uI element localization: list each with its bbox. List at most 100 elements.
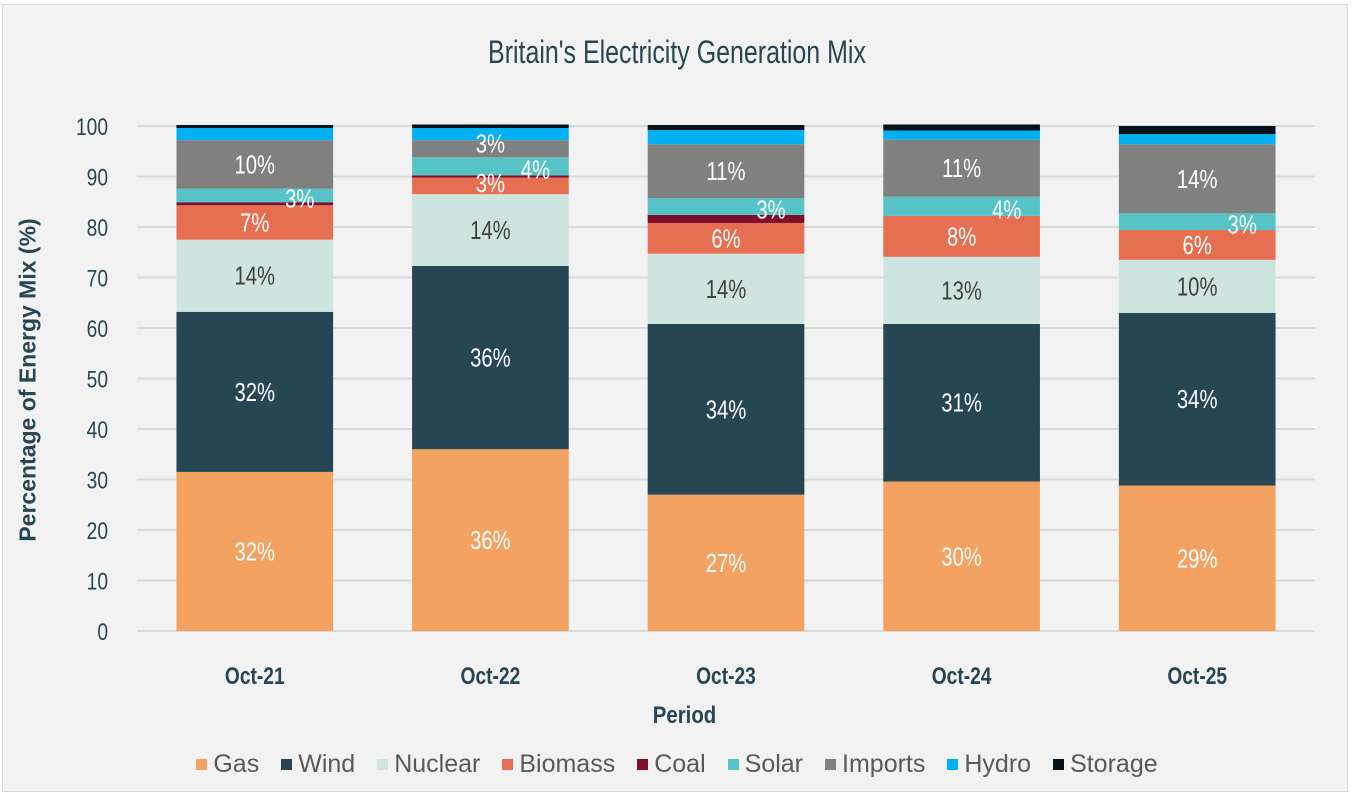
bar-segment-biomass [176, 205, 334, 240]
bar-segment-solar [647, 198, 805, 215]
legend-item-gas: Gas [196, 750, 259, 779]
data-label: 13% [941, 276, 982, 305]
data-label: 27% [706, 548, 747, 577]
bar-segment-wind [883, 323, 1040, 482]
bar-segment-biomass [883, 215, 1040, 257]
bar-segment-coal [176, 202, 334, 206]
data-label: 6% [711, 224, 740, 253]
y-tick-label: 60 [87, 315, 108, 343]
bar-segment-storage [412, 124, 569, 129]
legend-item-imports: Imports [825, 750, 925, 779]
chart-title: Britain's Electricity Generation Mix [488, 34, 866, 70]
bar-segment-gas [176, 471, 334, 631]
bar-segment-biomass [647, 222, 805, 254]
bar-segment-imports [176, 140, 334, 189]
y-tick-label: 90 [87, 163, 108, 191]
bar-segment-hydro [647, 130, 805, 145]
bar-segment-imports [647, 144, 805, 199]
data-label: 14% [706, 274, 747, 303]
bar-segment-imports [883, 139, 1040, 197]
legend-label: Biomass [519, 750, 616, 778]
legend-label: Nuclear [394, 750, 481, 778]
bar-segment-nuclear [883, 256, 1040, 324]
data-label: 3% [476, 129, 505, 158]
x-tick-label: Oct-22 [461, 662, 521, 690]
bar-segment-hydro [1118, 134, 1276, 145]
data-label: 3% [756, 195, 785, 224]
y-tick-label: 40 [87, 416, 108, 444]
bar-segment-biomass [1118, 230, 1276, 260]
data-label: 3% [1228, 210, 1257, 239]
x-axis-ticks: Oct-21 Oct-22 Oct-23 Oct-24 Oct-25 [225, 662, 1227, 690]
data-label: 34% [706, 395, 747, 424]
bar-segment-wind [1118, 312, 1276, 486]
data-label: 29% [1177, 544, 1218, 573]
bar-segment-solar [1118, 213, 1276, 231]
y-tick-label: 30 [87, 466, 108, 494]
data-label: 14% [1177, 164, 1218, 193]
bar-segment-storage [647, 124, 805, 131]
bar-segment-nuclear [176, 239, 334, 312]
bar-segment-coal [647, 214, 805, 223]
bar-segment-hydro [176, 128, 334, 141]
bar-segment-coal [412, 175, 569, 178]
data-label: 10% [1177, 272, 1218, 301]
bar-segment-hydro [412, 128, 569, 141]
legend-item-nuclear: Nuclear [377, 750, 480, 779]
y-tick-label: 80 [87, 214, 108, 242]
data-label: 6% [1183, 231, 1212, 260]
data-label: 32% [235, 377, 276, 406]
bar-segment-storage [176, 124, 334, 129]
legend-label: Wind [298, 750, 356, 778]
bar-segment-storage [1118, 126, 1276, 135]
bar-segment-nuclear [647, 253, 805, 324]
legend-label: Storage [1070, 750, 1158, 778]
legend-label: Coal [654, 750, 706, 778]
legend: Gas Wind Nuclear Biomass Coal Solar Imports Hyd… [0, 750, 1354, 779]
legend-label: Gas [213, 750, 260, 778]
data-label: 14% [235, 261, 276, 290]
data-label: 36% [470, 526, 511, 555]
data-label: 3% [285, 184, 314, 213]
legend-swatch [637, 759, 649, 770]
data-label: 30% [941, 542, 982, 571]
bar-segment-storage [883, 124, 1040, 131]
bar-segment-imports [1118, 144, 1276, 214]
bar-segment-wind [647, 323, 805, 495]
bars [176, 124, 1276, 631]
data-label: 7% [240, 208, 269, 237]
legend-swatch [196, 759, 208, 770]
bar-segment-solar [412, 157, 569, 176]
bar-segment-gas [883, 481, 1040, 631]
bar-segment-wind [412, 265, 569, 450]
legend-label: Imports [842, 750, 926, 778]
data-label: 36% [470, 343, 511, 372]
data-label: 11% [706, 157, 745, 186]
y-tick-label: 10 [87, 567, 108, 595]
bar-segment-nuclear [1118, 259, 1276, 313]
y-tick-label: 100 [76, 113, 108, 141]
y-tick-label: 50 [87, 365, 108, 393]
legend-swatch [825, 759, 837, 770]
data-label: 34% [1177, 385, 1218, 414]
bar-segment-gas [1118, 485, 1276, 631]
x-tick-label: Oct-25 [1167, 662, 1227, 690]
legend-swatch [281, 759, 293, 770]
x-tick-label: Oct-24 [932, 662, 992, 690]
bar-segment-wind [176, 311, 334, 472]
legend-swatch [377, 759, 389, 770]
data-label: 11% [942, 154, 981, 183]
y-tick-label: 70 [87, 264, 108, 292]
legend-item-hydro: Hydro [947, 750, 1031, 779]
legend-label: Solar [744, 750, 804, 778]
y-axis-ticks: 0 10 20 30 40 50 60 70 80 90 100 [76, 113, 108, 646]
data-label: 32% [235, 537, 276, 566]
bar-segment-gas [647, 494, 805, 631]
bar-segment-nuclear [412, 194, 569, 266]
legend-item-biomass: Biomass [502, 750, 615, 779]
bar-segment-gas [412, 449, 569, 631]
x-tick-label: Oct-23 [696, 662, 756, 690]
bar-segment-hydro [883, 130, 1040, 140]
data-label: 31% [941, 388, 982, 417]
